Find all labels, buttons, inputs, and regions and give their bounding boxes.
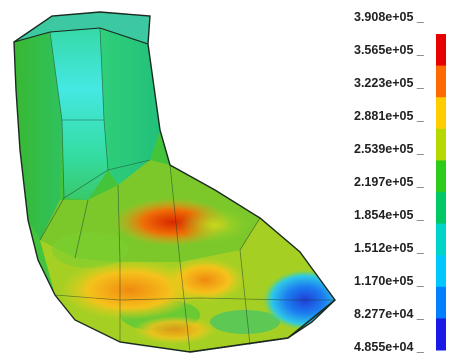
colorbar-segment bbox=[436, 128, 446, 161]
colorbar-tick-label: 3.565e+05 _ bbox=[354, 43, 424, 57]
colorbar-tick-label: 1.512e+05 _ bbox=[354, 241, 424, 255]
colorbar-segment bbox=[436, 192, 446, 225]
colorbar-segment bbox=[436, 255, 446, 288]
colorbar-segment bbox=[436, 286, 446, 319]
colorbar-segment bbox=[436, 34, 446, 67]
colorbar-tick-label: 1.854e+05 _ bbox=[354, 208, 424, 222]
colorbar-segment bbox=[436, 97, 446, 130]
colorbar-tick-label: 1.170e+05 _ bbox=[354, 274, 424, 288]
colorbar-segment bbox=[436, 318, 446, 351]
colorbar-tick-label: 2.197e+05 _ bbox=[354, 175, 424, 189]
colorbar bbox=[436, 34, 446, 351]
colorbar-segment bbox=[436, 160, 446, 193]
mesh-body bbox=[13, 11, 336, 353]
colorbar-segment bbox=[436, 223, 446, 256]
colorbar-tick-label: 3.223e+05 _ bbox=[354, 76, 424, 90]
colorbar-tick-label: 8.277e+04 _ bbox=[354, 307, 424, 321]
colorbar-tick-label: 3.908e+05 _ bbox=[354, 10, 424, 24]
colorbar-tick-label: 2.881e+05 _ bbox=[354, 109, 424, 123]
colorbar-segment bbox=[436, 65, 446, 98]
colorbar-tick-label: 2.539e+05 _ bbox=[354, 142, 424, 156]
colorbar-tick-label: 4.855e+04 _ bbox=[354, 340, 424, 354]
